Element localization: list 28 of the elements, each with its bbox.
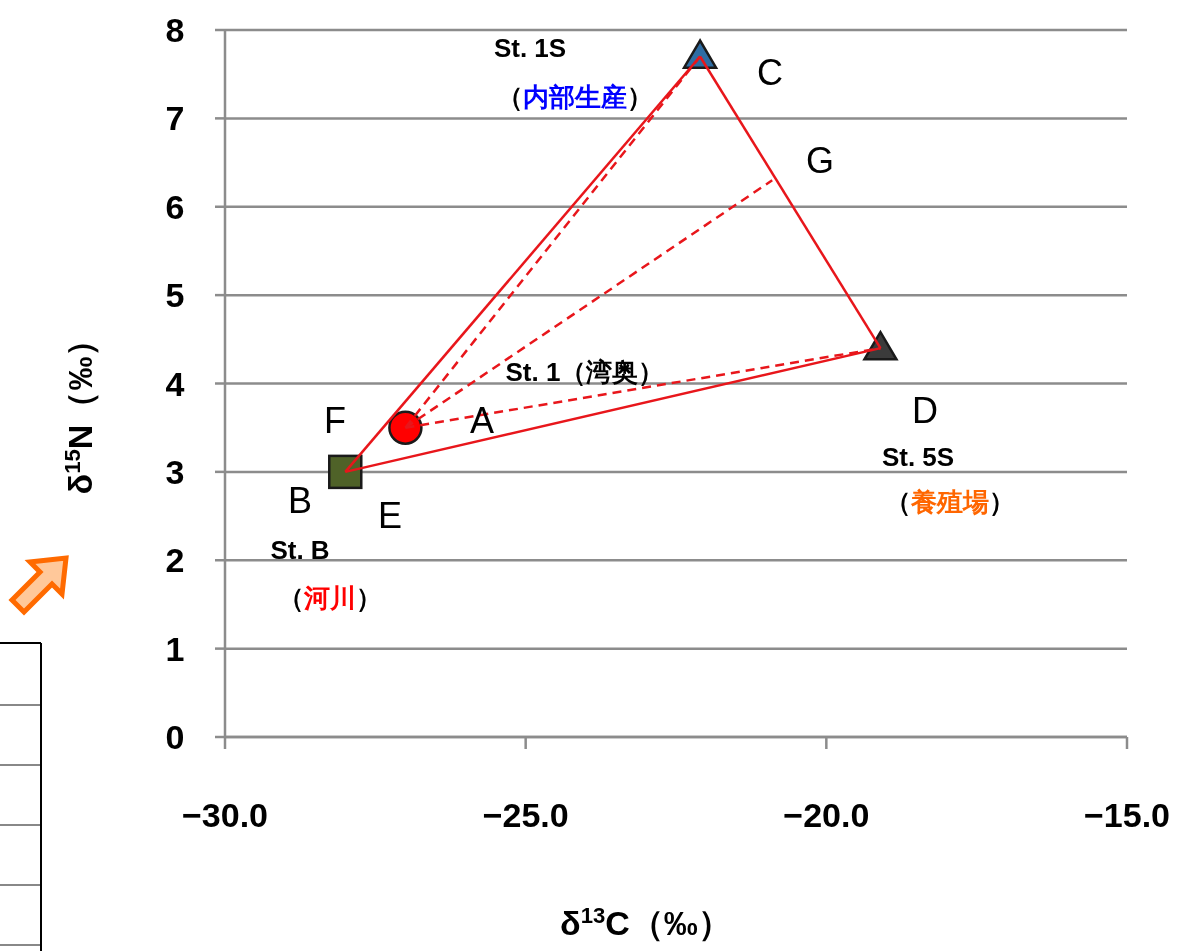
annotation: （内部生産） (497, 82, 653, 113)
annotation: St. 5S (881, 442, 955, 473)
y-tick-label: 3 (165, 452, 185, 491)
annotation: C (757, 51, 783, 93)
annotation: St. 1（湾奥） (505, 357, 665, 388)
y-tick-label: 8 (165, 11, 185, 49)
annotation: B (287, 479, 313, 521)
annotation: F (324, 399, 346, 441)
y-tick-label: 6 (165, 187, 185, 226)
annotation: （養殖場） (885, 487, 1015, 518)
annotation: E (377, 494, 403, 536)
x-tick-label: −30.0 (181, 796, 269, 834)
annotation: St. B (270, 535, 330, 566)
y-tick-label: 2 (165, 541, 185, 580)
annotation: St. 1S (493, 33, 567, 64)
y-tick-label: 1 (165, 629, 185, 668)
x-tick-label: −25.0 (482, 796, 569, 834)
annotation: G (805, 139, 835, 181)
annotation: D (912, 389, 938, 431)
annotation: A (469, 399, 495, 441)
annotation: （河川） (278, 583, 382, 614)
x-tick-label: −15.0 (1083, 796, 1171, 834)
y-tick-label: 0 (165, 718, 185, 756)
x-tick-label: −20.0 (783, 796, 870, 834)
y-tick-label: 4 (165, 364, 185, 403)
y-tick-label: 5 (165, 276, 185, 315)
y-tick-label: 7 (165, 99, 185, 138)
x-axis-title: δ$^{13}$C（‰） (560, 902, 732, 942)
